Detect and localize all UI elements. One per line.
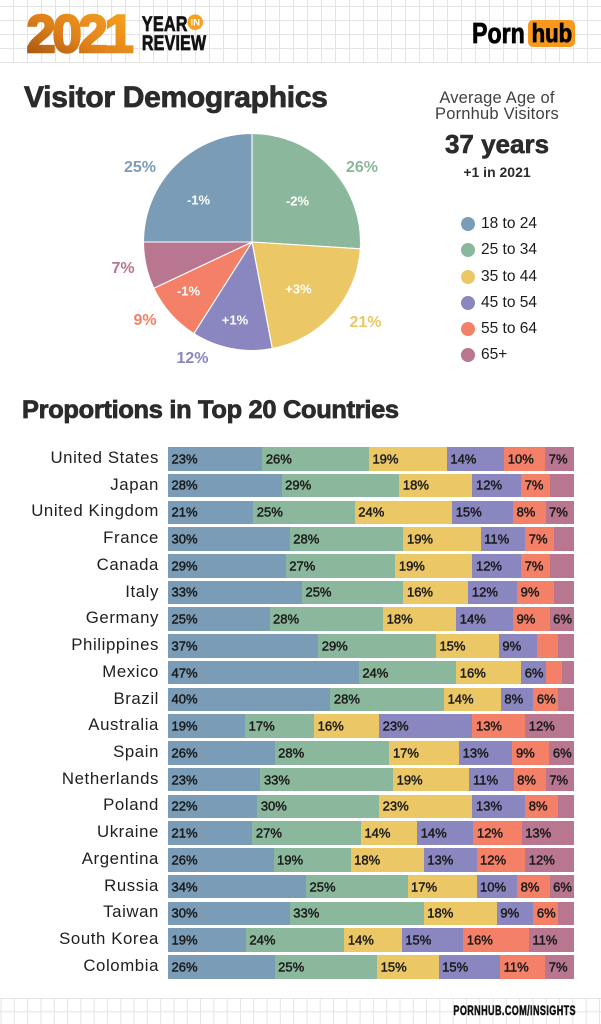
svg-text:2021: 2021 — [27, 8, 133, 60]
svg-text:REVIEW: REVIEW — [142, 32, 206, 56]
svg-text:IN: IN — [190, 18, 200, 29]
svg-text:YEAR: YEAR — [142, 13, 188, 37]
